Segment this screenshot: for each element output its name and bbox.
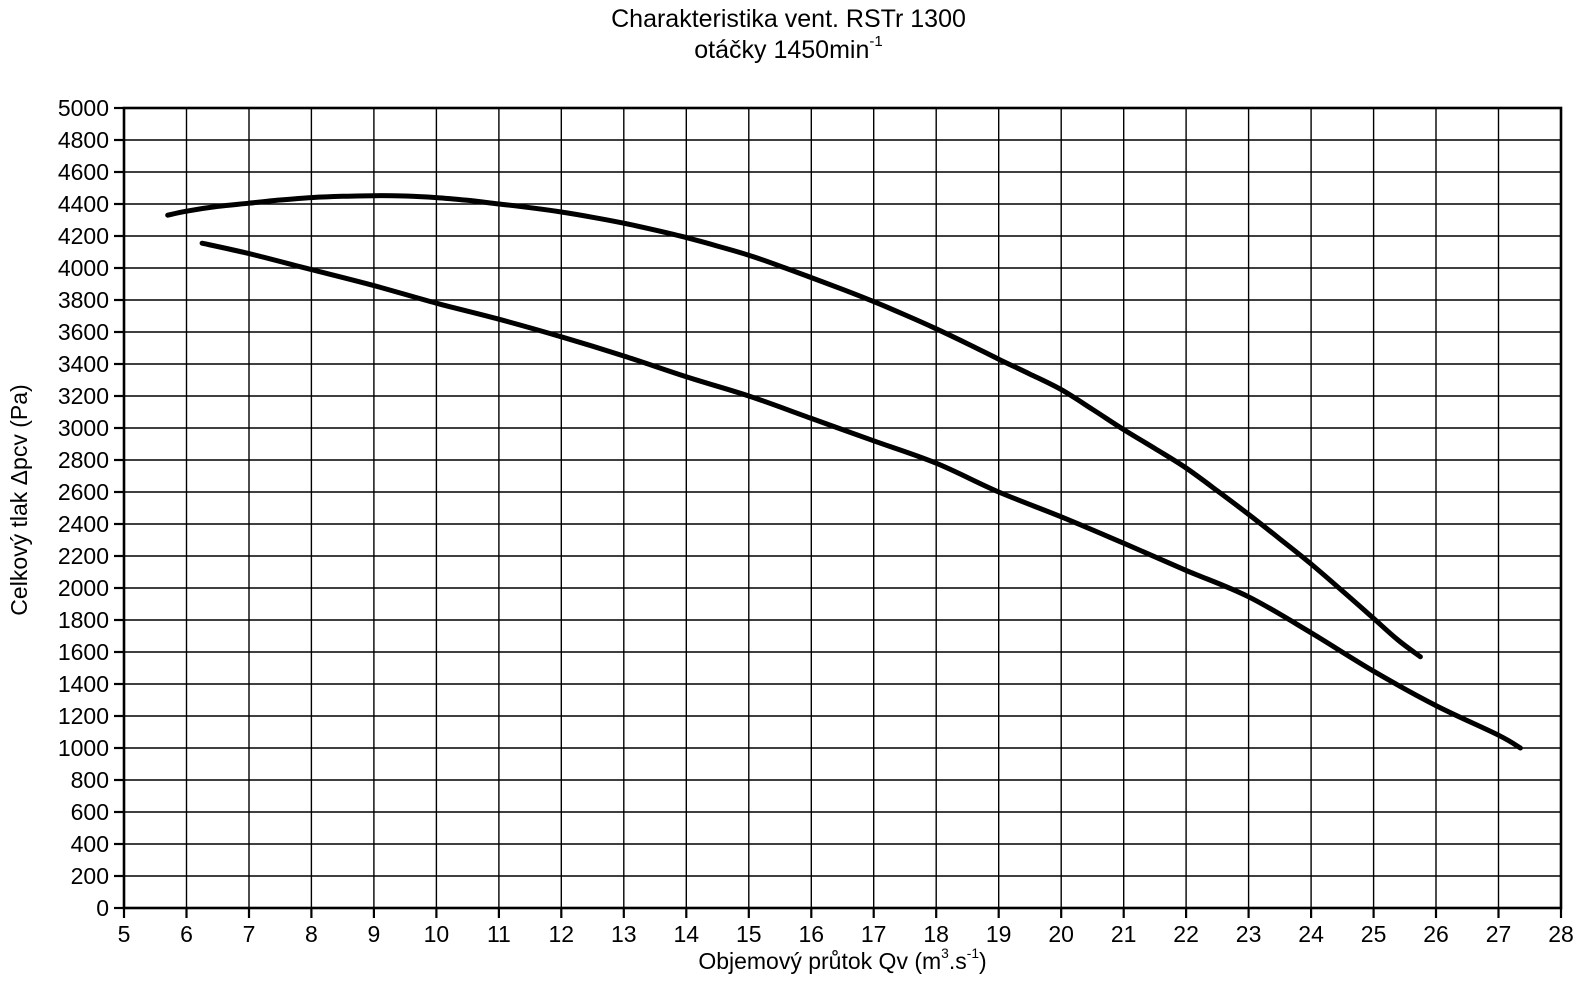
y-tick-label: 4000 [58, 255, 109, 281]
x-tick-label: 27 [1486, 921, 1512, 947]
y-tick-label: 3000 [58, 415, 109, 441]
x-tick-label: 5 [118, 921, 131, 947]
x-tick-label: 6 [180, 921, 193, 947]
x-tick-label: 8 [305, 921, 318, 947]
x-label-superscript-minus1: -1 [966, 946, 980, 962]
y-tick-label: 3800 [58, 287, 109, 313]
y-tick-label: 400 [71, 831, 109, 857]
x-tick-label: 9 [368, 921, 381, 947]
y-tick-label: 1800 [58, 607, 109, 633]
y-tick-label: 600 [71, 799, 109, 825]
y-tick-label: 2000 [58, 575, 109, 601]
x-tick-label: 19 [986, 921, 1012, 947]
x-label-superscript-3: 3 [941, 946, 949, 962]
y-tick-label: 1200 [58, 703, 109, 729]
x-tick-label: 14 [674, 921, 700, 947]
x-tick-label: 28 [1548, 921, 1574, 947]
y-tick-label: 800 [71, 767, 109, 793]
y-tick-label: 4600 [58, 159, 109, 185]
plot-border [122, 106, 1563, 910]
y-tick-label: 200 [71, 863, 109, 889]
x-axis-label: Objemový průtok Qv (m3.s-1) [698, 946, 987, 974]
title-block: Charakteristika vent. RSTr 1300 otáčky 1… [0, 4, 1577, 65]
y-tick-label: 0 [96, 895, 109, 921]
x-tick-label: 23 [1236, 921, 1262, 947]
x-tick-label: 13 [611, 921, 637, 947]
y-tick-label: 1000 [58, 735, 109, 761]
y-tick-label: 5000 [58, 95, 109, 121]
y-tick-label: 3200 [58, 383, 109, 409]
x-tick-label: 16 [799, 921, 825, 947]
x-tick-label: 24 [1298, 921, 1324, 947]
x-tick-label: 26 [1423, 921, 1449, 947]
y-tick-label: 2400 [58, 511, 109, 537]
subtitle-superscript: -1 [869, 33, 883, 51]
x-tick-label: 18 [923, 921, 949, 947]
y-tick-label: 3600 [58, 319, 109, 345]
y-tick-label: 3400 [58, 351, 109, 377]
y-tick-label: 4200 [58, 223, 109, 249]
x-tick-label: 12 [549, 921, 575, 947]
y-tick-label: 2600 [58, 479, 109, 505]
chart-subtitle: otáčky 1450min-1 [694, 33, 883, 64]
x-tick-label: 17 [861, 921, 887, 947]
x-tick-label: 11 [487, 921, 511, 947]
series-upper-curve [165, 193, 1423, 660]
y-tick-label: 4800 [58, 127, 109, 153]
x-tick-label: 22 [1173, 921, 1199, 947]
y-tick-label: 4400 [58, 191, 109, 217]
x-tick-label: 25 [1361, 921, 1387, 947]
x-tick-label: 20 [1048, 921, 1074, 947]
y-tick-label: 1600 [58, 639, 109, 665]
y-tick-label: 2200 [58, 543, 109, 569]
y-tick-label: 1400 [58, 671, 109, 697]
series-lower-curve [199, 240, 1523, 751]
y-tick-label: 2800 [58, 447, 109, 473]
chart-title: Charakteristika vent. RSTr 1300 [611, 5, 966, 33]
x-tick-label: 10 [424, 921, 450, 947]
x-tick-label: 21 [1111, 921, 1137, 947]
x-tick-label: 15 [736, 921, 762, 947]
x-tick-label: 7 [243, 921, 256, 947]
